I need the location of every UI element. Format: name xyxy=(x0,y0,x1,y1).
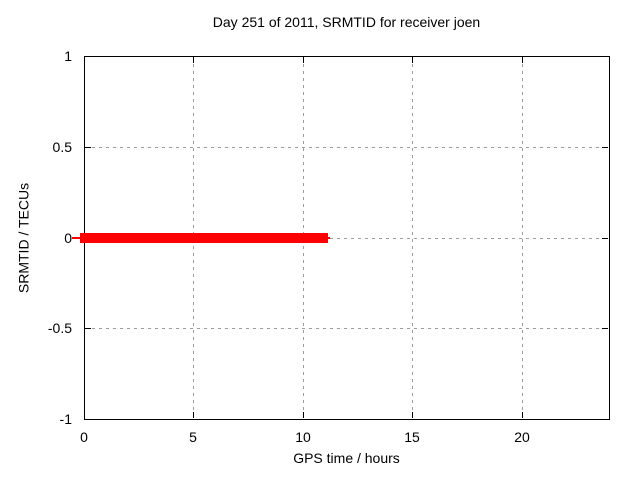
y-tick-mark-left xyxy=(85,147,91,148)
x-tick-mark-bottom xyxy=(412,412,413,418)
y-tick-mark-left xyxy=(85,328,91,329)
x-tick-label: 5 xyxy=(189,429,197,445)
data-series-srmtid xyxy=(80,232,328,243)
chart-title: Day 251 of 2011, SRMTID for receiver joe… xyxy=(212,14,481,30)
y-tick-label: 0 xyxy=(64,230,72,246)
x-tick-mark-top xyxy=(412,57,413,63)
y-tick-label: -0.5 xyxy=(47,320,72,336)
x-gridline xyxy=(412,57,413,418)
y-tick-mark-left xyxy=(85,56,91,57)
y-gridline xyxy=(85,328,608,329)
y-tick-label: 0.5 xyxy=(52,139,72,155)
y-tick-mark-right xyxy=(602,238,608,239)
x-gridline xyxy=(522,57,523,418)
x-tick-label: 10 xyxy=(295,429,311,445)
x-tick-label: 0 xyxy=(80,429,88,445)
y-tick-label: 1 xyxy=(64,48,72,64)
x-axis-label: GPS time / hours xyxy=(293,450,400,466)
x-tick-mark-top xyxy=(303,57,304,63)
x-tick-label: 15 xyxy=(404,429,420,445)
x-tick-mark-bottom xyxy=(303,412,304,418)
x-tick-mark-top xyxy=(84,57,85,63)
y-tick-mark-right xyxy=(602,328,608,329)
x-tick-mark-bottom xyxy=(84,412,85,418)
x-tick-mark-top xyxy=(522,57,523,63)
x-tick-mark-top xyxy=(193,57,194,63)
y-gridline xyxy=(85,147,608,148)
x-tick-mark-bottom xyxy=(193,412,194,418)
y-tick-mark-right xyxy=(602,147,608,148)
y-tick-mark-right xyxy=(602,56,608,57)
y-tick-mark-left xyxy=(85,419,91,420)
y-tick-label: -1 xyxy=(59,411,72,427)
y-tick-mark-right xyxy=(602,419,608,420)
y-gridline xyxy=(85,238,608,239)
x-tick-mark-bottom xyxy=(522,412,523,418)
x-tick-label: 20 xyxy=(514,429,530,445)
